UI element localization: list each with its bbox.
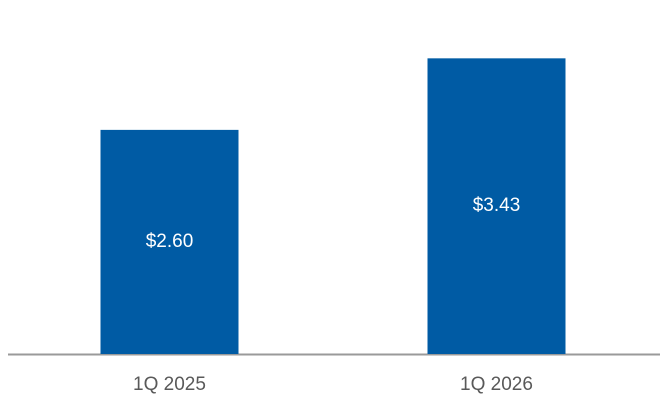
value-label: $2.60 [146,231,194,252]
value-label: $3.43 [473,195,521,216]
bar [427,58,566,355]
x-tick-label: 1Q 2025 [133,374,206,395]
x-tick-label: 1Q 2026 [460,374,533,395]
bar [100,129,239,354]
